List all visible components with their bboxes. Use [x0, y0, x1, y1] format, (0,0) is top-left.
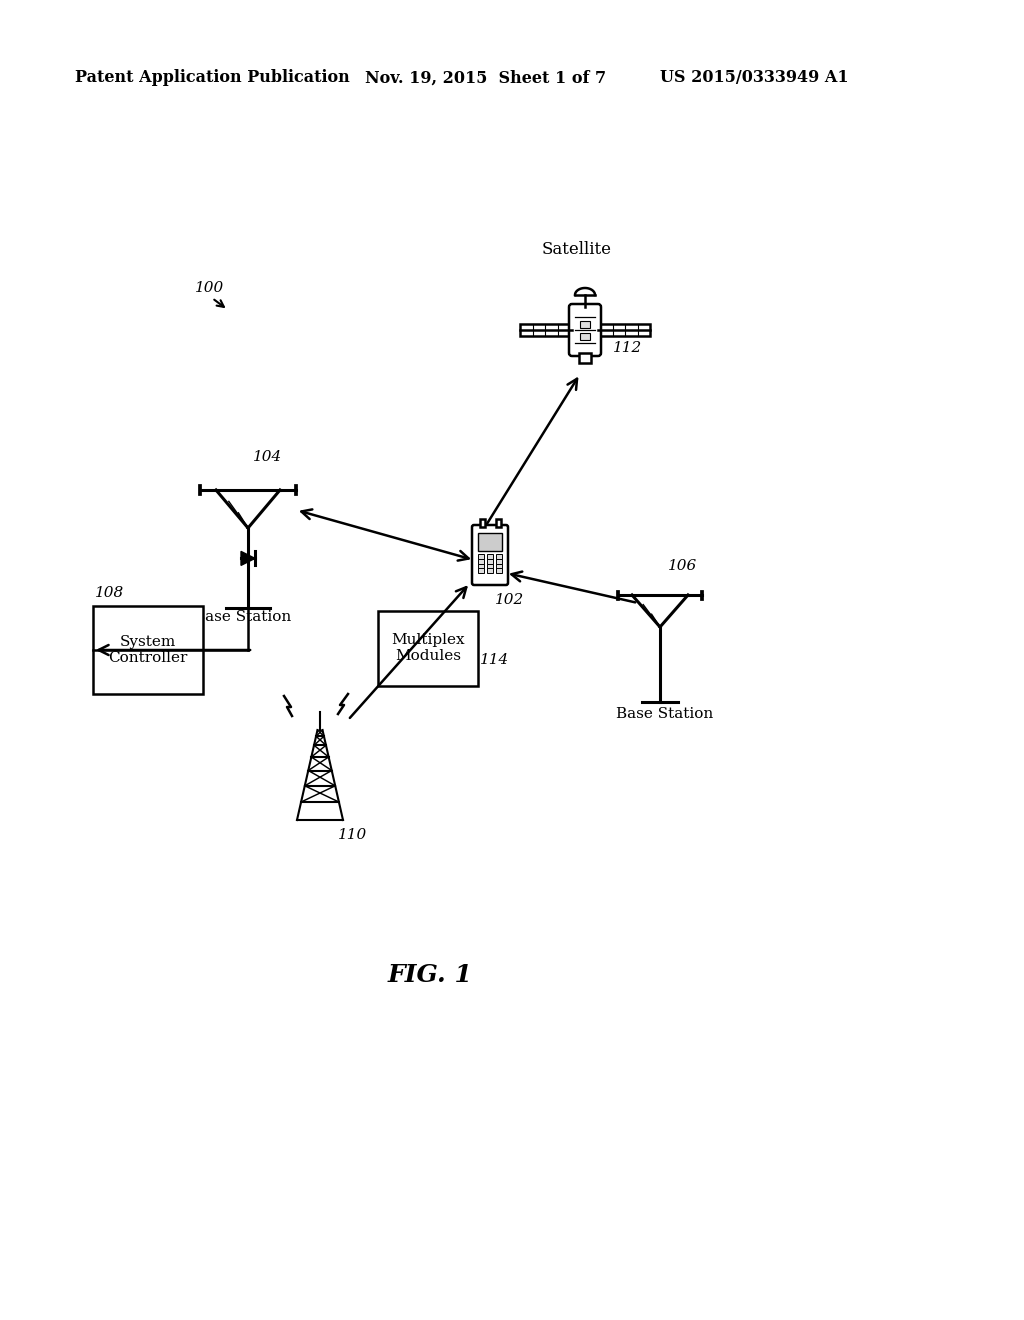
- Bar: [93, 606, 203, 694]
- Bar: [496, 558, 502, 564]
- Bar: [496, 554, 502, 560]
- Text: US 2015/0333949 A1: US 2015/0333949 A1: [660, 70, 849, 87]
- Text: Satellite: Satellite: [542, 242, 612, 257]
- Text: Base Station: Base Station: [195, 610, 292, 624]
- Text: 112: 112: [613, 341, 642, 355]
- Bar: [600, 323, 650, 337]
- FancyBboxPatch shape: [472, 525, 508, 585]
- Text: FIG. 1: FIG. 1: [387, 964, 472, 987]
- Bar: [478, 564, 484, 569]
- Bar: [520, 323, 570, 337]
- Bar: [478, 558, 484, 564]
- Bar: [496, 569, 502, 573]
- Bar: [477, 532, 503, 550]
- Text: 100: 100: [195, 281, 224, 294]
- Bar: [478, 554, 484, 560]
- Text: 106: 106: [668, 558, 697, 573]
- Bar: [478, 569, 484, 573]
- Text: Multiplex
Modules: Multiplex Modules: [391, 632, 465, 663]
- Bar: [487, 569, 493, 573]
- Text: Nov. 19, 2015  Sheet 1 of 7: Nov. 19, 2015 Sheet 1 of 7: [365, 70, 606, 87]
- Text: System
Controller: System Controller: [109, 635, 187, 665]
- Text: 114: 114: [480, 653, 509, 667]
- Bar: [496, 564, 502, 569]
- Text: 104: 104: [253, 450, 283, 465]
- Text: 102: 102: [495, 593, 524, 607]
- Bar: [487, 558, 493, 564]
- Text: Base Station: Base Station: [616, 708, 714, 721]
- Bar: [487, 564, 493, 569]
- Text: 108: 108: [95, 586, 124, 601]
- Text: 110: 110: [338, 828, 368, 842]
- Bar: [580, 333, 590, 339]
- Bar: [579, 352, 591, 363]
- Bar: [479, 519, 484, 527]
- Polygon shape: [241, 552, 255, 565]
- Bar: [378, 610, 478, 685]
- FancyBboxPatch shape: [569, 304, 601, 356]
- Bar: [487, 554, 493, 560]
- Text: Patent Application Publication: Patent Application Publication: [75, 70, 350, 87]
- Bar: [496, 519, 501, 527]
- Bar: [580, 322, 590, 329]
